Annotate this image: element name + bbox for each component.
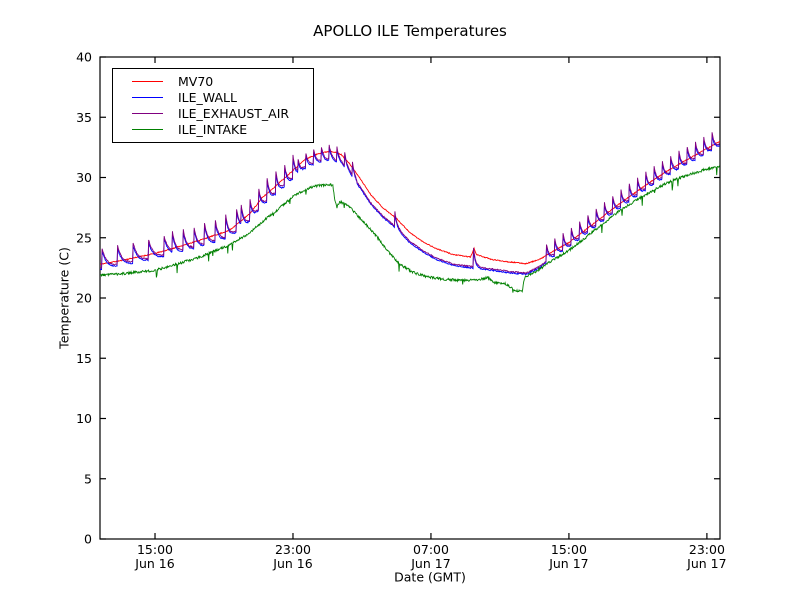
legend: MV70 ILE_WALL ILE_EXHAUST_AIR ILE_INTAKE <box>112 68 314 143</box>
y-tick-label: 20 <box>76 291 92 306</box>
y-tick-label: 25 <box>76 230 92 245</box>
x-tick-label-time: 15:00 <box>551 542 587 557</box>
legend-line-mv70 <box>132 80 163 82</box>
legend-item-ile-intake: ILE_INTAKE <box>113 121 313 137</box>
legend-label-mv70: MV70 <box>178 73 214 89</box>
legend-item-mv70: MV70 <box>113 73 313 89</box>
series-line-ile-exhaust-air <box>100 132 720 275</box>
legend-item-ile-wall: ILE_WALL <box>113 89 313 105</box>
y-tick-label: 35 <box>76 110 92 125</box>
legend-line-ile-wall <box>132 96 163 98</box>
y-tick-label: 10 <box>76 411 92 426</box>
y-tick-label: 15 <box>76 351 92 366</box>
x-tick-label-time: 23:00 <box>275 542 311 557</box>
x-tick-label-date: Jun 16 <box>134 556 174 571</box>
chart-title: APOLLO ILE Temperatures <box>313 22 507 40</box>
y-axis-label: Temperature (C) <box>56 247 72 349</box>
x-axis-label: Date (GMT) <box>394 569 466 585</box>
legend-label-ile-exhaust-air: ILE_EXHAUST_AIR <box>178 105 290 121</box>
x-tick-label-time: 23:00 <box>689 542 725 557</box>
x-tick-label-date: Jun 17 <box>410 556 450 571</box>
series-line-ile-intake <box>100 165 720 293</box>
legend-label-ile-intake: ILE_INTAKE <box>178 121 248 137</box>
x-tick-label-date: Jun 16 <box>272 556 312 571</box>
x-tick-label-time: 15:00 <box>137 542 173 557</box>
y-tick-label: 40 <box>76 50 92 65</box>
legend-item-ile-exhaust-air: ILE_EXHAUST_AIR <box>113 105 313 121</box>
legend-line-ile-exhaust-air <box>132 112 163 114</box>
y-tick-label: 30 <box>76 170 92 185</box>
legend-line-ile-intake <box>132 128 163 130</box>
x-tick-label-date: Jun 17 <box>548 556 588 571</box>
y-tick-label: 5 <box>84 471 92 486</box>
series-line-ile-wall <box>100 135 720 276</box>
x-tick-label-date: Jun 17 <box>686 556 726 571</box>
legend-label-ile-wall: ILE_WALL <box>178 89 237 105</box>
x-tick-label-time: 07:00 <box>413 542 449 557</box>
y-tick-label: 0 <box>84 532 92 547</box>
